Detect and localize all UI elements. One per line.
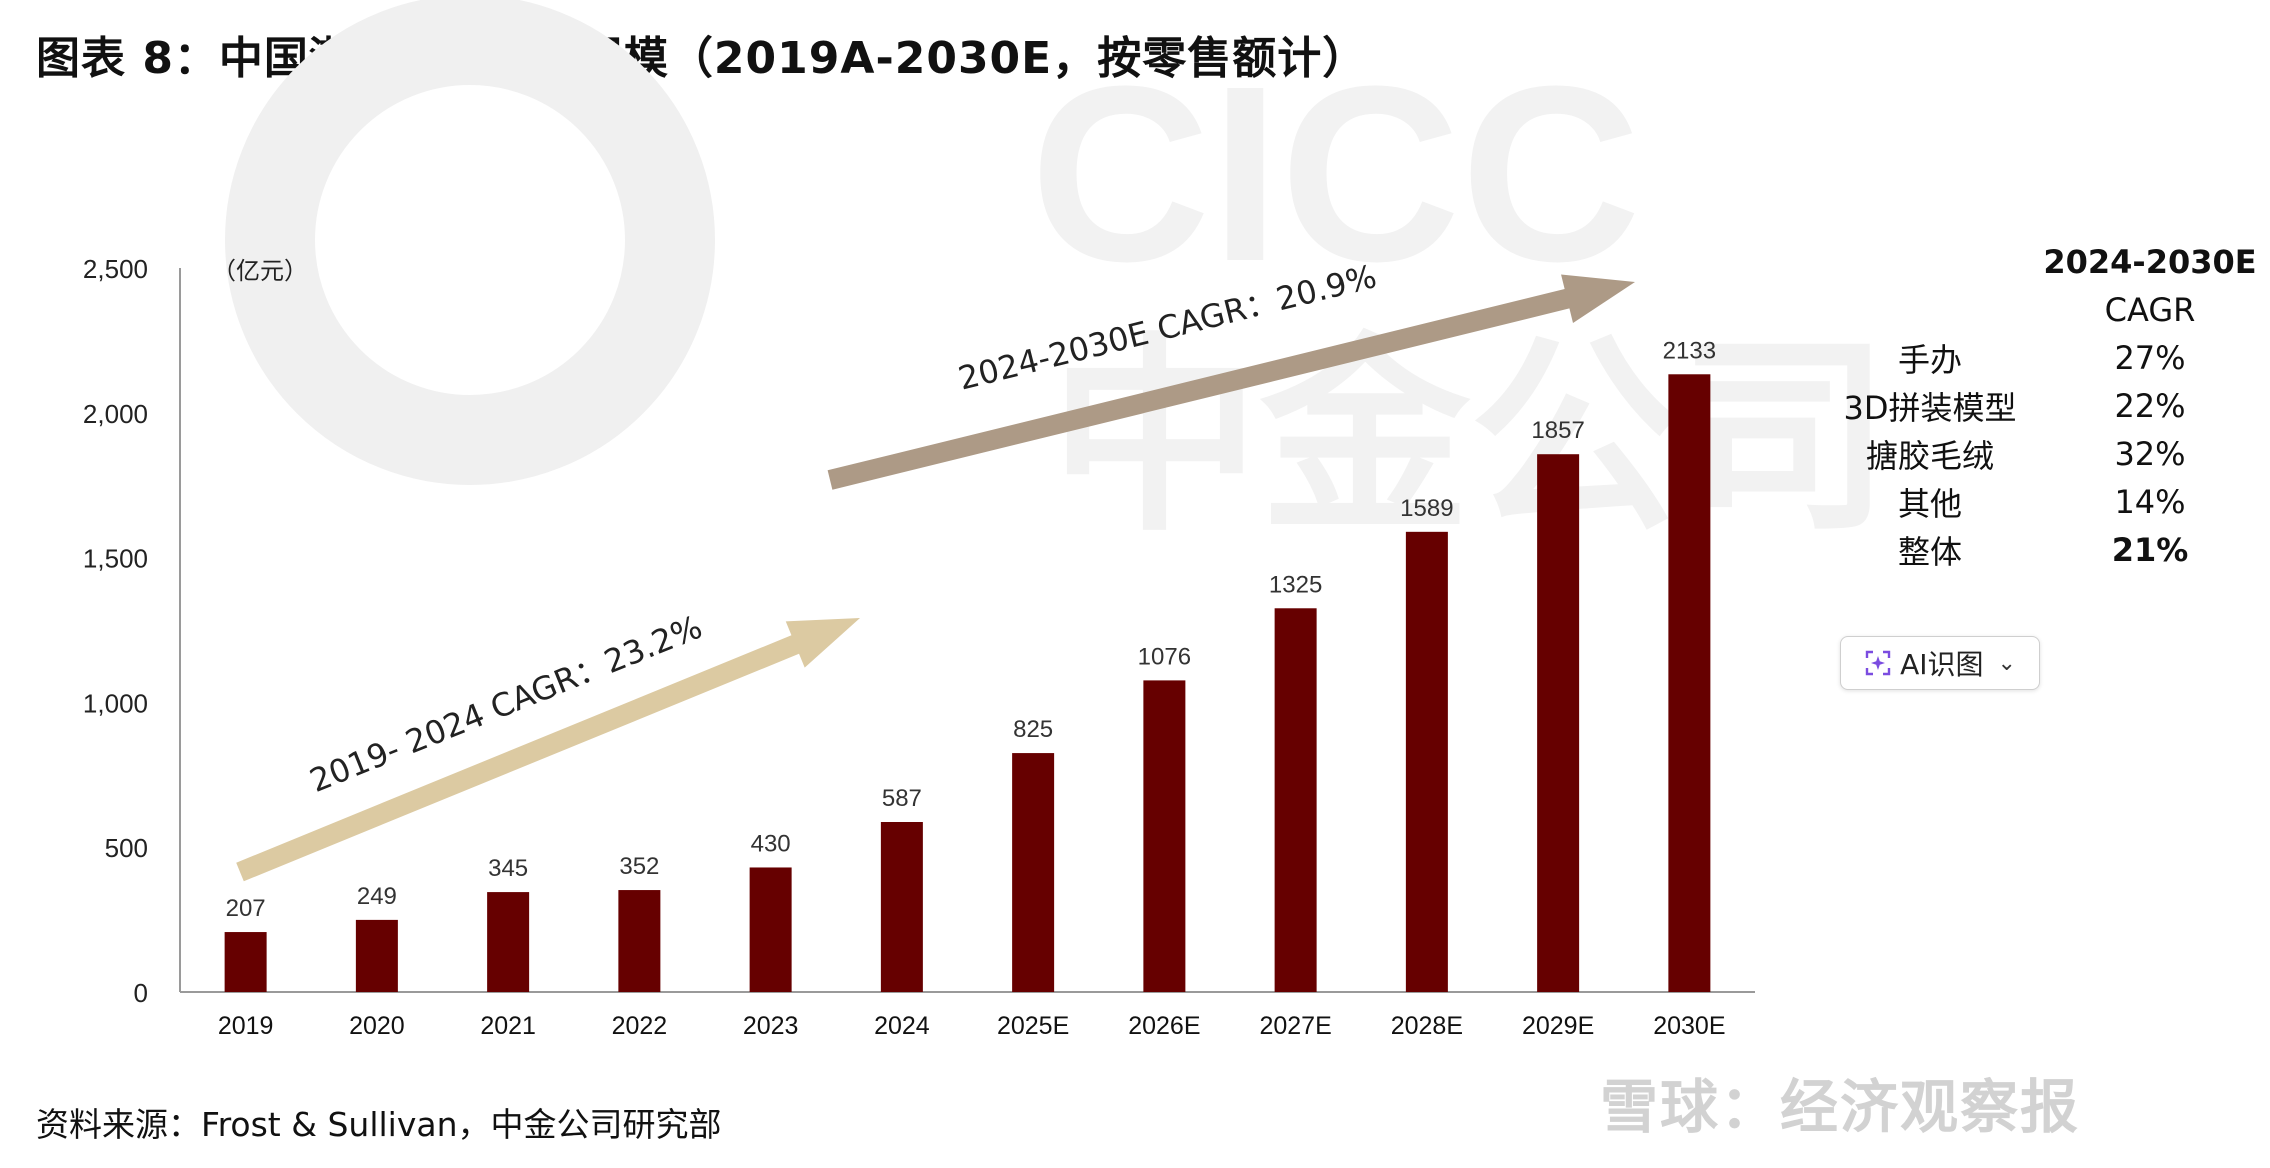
bar-value-label: 207: [226, 895, 266, 922]
bar: [880, 822, 923, 992]
x-tick-label: 2030E: [1653, 1012, 1725, 1040]
y-tick-label: 1,500: [83, 544, 148, 574]
x-tick-label: 2029E: [1522, 1012, 1594, 1040]
bar-value-label: 587: [882, 785, 922, 812]
cagr-row: 其他 14%: [1820, 478, 2260, 526]
cagr-row-label: 其他: [1897, 485, 1962, 523]
sparkle-scan-icon: [1865, 650, 1891, 676]
chevron-down-icon: ⌄: [1997, 650, 2016, 676]
x-tick-label: 2024: [874, 1012, 930, 1040]
cagr-total-value: 21%: [2111, 531, 2189, 569]
bar-value-label: 352: [619, 853, 659, 880]
bar: [1012, 753, 1055, 992]
watermark-logo-text: CICC: [1030, 34, 1641, 313]
cagr-row-value: 32%: [2114, 435, 2186, 473]
bar: [224, 932, 267, 992]
x-tick-label: 2027E: [1259, 1012, 1331, 1040]
bar-value-label: 249: [357, 883, 397, 910]
cagr-row: 3D拼装模型 22%: [1820, 382, 2260, 430]
bar: [1537, 454, 1580, 993]
cagr-total-row: 整体 21%: [1820, 526, 2260, 574]
cagr-total-label: 整体: [1897, 533, 1962, 571]
bar: [1274, 608, 1317, 992]
cagr-arrow-2024-2030: [827, 274, 1635, 490]
chart-axes: 0 500 1,000 1,500 2,000 2,500 （亿元）: [83, 254, 1755, 1008]
xueqiu-watermark: 雪球：经济观察报: [1600, 1073, 2081, 1141]
x-tick-label: 2023: [743, 1012, 799, 1040]
cagr-arrow-2019-2024: [236, 618, 860, 882]
bar-value-label: 430: [751, 830, 791, 857]
y-tick-label: 2,500: [83, 254, 148, 284]
bar-value-label: 1857: [1531, 417, 1584, 444]
x-tick-label: 2021: [480, 1012, 536, 1040]
cagr-row-value: 27%: [2114, 339, 2186, 377]
y-tick-label: 2,000: [83, 399, 148, 429]
x-tick-label: 2020: [349, 1012, 405, 1040]
x-tick-label: 2022: [612, 1012, 668, 1040]
bar-value-label: 1325: [1269, 571, 1322, 598]
bar: [749, 867, 792, 992]
cagr-row-value: 22%: [2114, 387, 2186, 425]
x-tick-label: 2028E: [1391, 1012, 1463, 1040]
cagr-header-line1: 2024-2030E: [2043, 243, 2257, 281]
source-note: 资料来源：Frost & Sullivan，中金公司研究部: [36, 1105, 722, 1144]
cagr-row: 手办 27%: [1820, 334, 2260, 382]
bar: [1668, 374, 1711, 992]
y-tick-label: 500: [105, 833, 148, 863]
bar-value-label: 825: [1013, 716, 1053, 743]
chart-title: 图表 8：中国潮玩行业市场规模（2019A-2030E，按零售额计）: [36, 33, 1368, 84]
bar: [1405, 531, 1448, 992]
cagr-header-line2: CAGR: [2104, 291, 2196, 329]
cagr-table: 2024-2030E CAGR 手办 27% 3D拼装模型 22% 搪胶毛绒 3…: [1820, 238, 2260, 574]
bar: [487, 892, 530, 992]
cagr-row-label: 手办: [1897, 341, 1962, 379]
bar-value-label: 345: [488, 855, 528, 882]
x-tick-label: 2025E: [997, 1012, 1069, 1040]
y-tick-label: 0: [134, 978, 148, 1008]
cagr-row-label: 搪胶毛绒: [1865, 437, 1994, 475]
cagr-row-label: 3D拼装模型: [1843, 389, 2017, 427]
watermark-logo-cn: 中金公司: [1050, 315, 1890, 560]
chart-bars: 207 2019 249 2020 345 2021 352 2022 430 2023 587 20…: [218, 337, 1726, 1040]
bar: [355, 919, 398, 992]
cagr-row: 搪胶毛绒 32%: [1820, 430, 2260, 478]
x-tick-label: 2026E: [1128, 1012, 1200, 1040]
x-tick-label: 2019: [218, 1012, 274, 1040]
watermark-ring: [225, 0, 715, 485]
bar: [1143, 680, 1186, 992]
bar-value-label: 1589: [1400, 495, 1453, 522]
cagr-row-value: 14%: [2114, 483, 2186, 521]
ai-recognize-button[interactable]: AI识图 ⌄: [1840, 636, 2040, 690]
bar-value-label: 2133: [1663, 337, 1716, 364]
ai-button-label: AI识图: [1900, 648, 1984, 681]
bar-value-label: 1076: [1138, 643, 1191, 670]
y-unit-label: （亿元）: [212, 257, 308, 285]
y-tick-label: 1,000: [83, 688, 148, 718]
bar: [618, 890, 661, 992]
